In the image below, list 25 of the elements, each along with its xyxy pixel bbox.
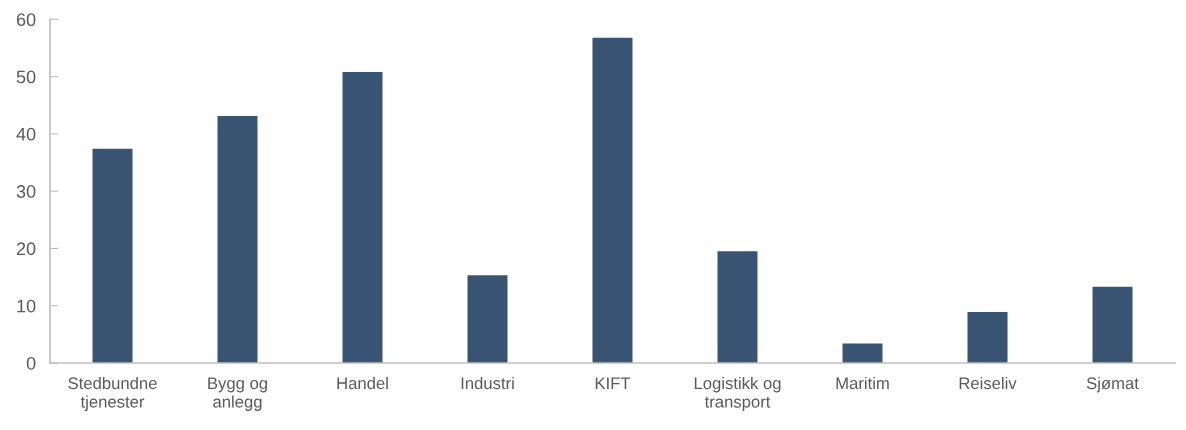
bar [342,72,383,363]
bar [92,148,133,363]
x-tick-label: Maritim [836,376,889,390]
bar [217,116,258,363]
x-tick-label: Bygg og anlegg [208,377,268,411]
bar [842,343,883,363]
bar [1092,286,1133,363]
bar [592,37,633,363]
bar [467,275,508,363]
y-tick-label: 20 [16,242,36,256]
x-tick-label: Logistikk og transport [694,376,781,411]
y-tick-label: 50 [16,70,36,84]
y-tick-label: 30 [16,185,36,198]
y-tick-label: 40 [16,127,36,141]
x-tick-label: Handel [337,376,388,390]
x-tick-label: Sjømat [1086,376,1139,393]
y-tick-label: 60 [16,13,36,27]
y-tick-label: 10 [17,299,36,313]
x-tick-label: Reiseliv [959,376,1017,390]
y-tick-label: 0 [26,356,36,370]
x-tick-label: Stedbundne tjenester [68,376,157,411]
x-tick-label: Industri [461,376,514,390]
bar [717,251,758,363]
bar [967,312,1008,363]
x-tick-label: KIFT [595,377,631,389]
